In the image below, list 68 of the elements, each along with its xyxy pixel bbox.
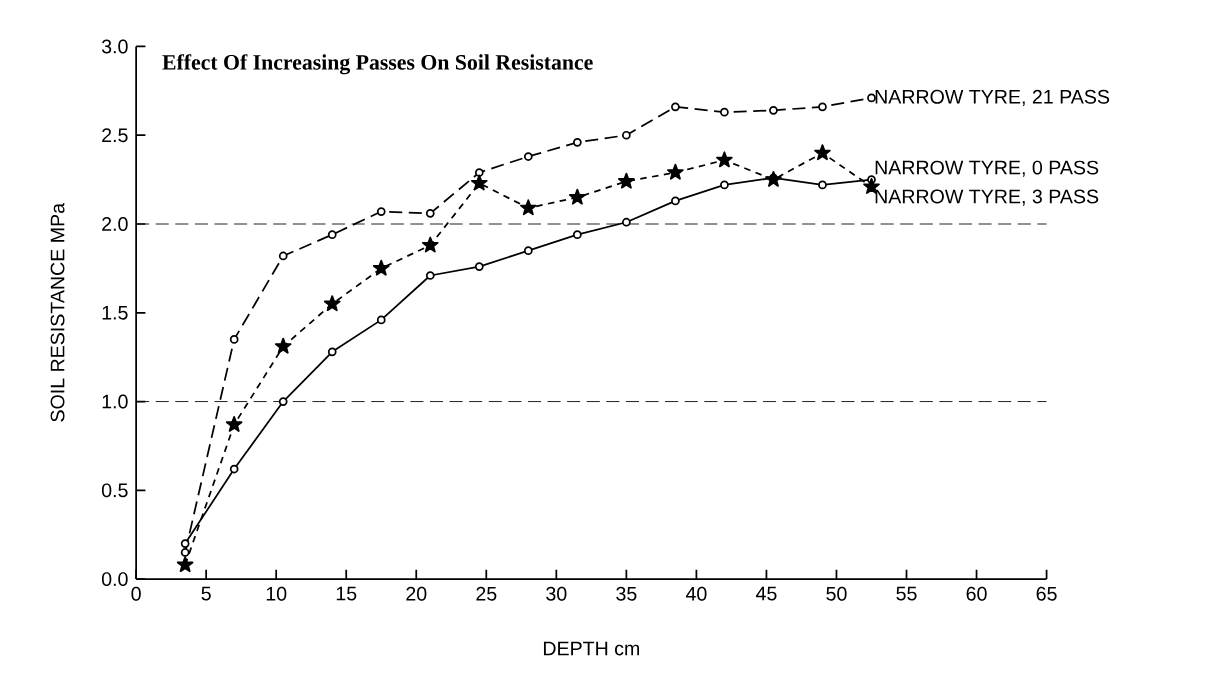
x-tick-label: 0 <box>131 586 141 601</box>
series-label: NARROW TYRE, 0 PASS <box>875 160 1099 177</box>
x-axis-title: DEPTH cm <box>543 641 640 656</box>
y-tick-label: 0.0 <box>101 572 128 587</box>
point <box>716 151 733 168</box>
point <box>274 337 292 354</box>
point <box>180 548 190 557</box>
point <box>278 251 288 261</box>
point <box>720 180 729 190</box>
point <box>769 106 778 115</box>
x-tick-label: 20 <box>406 586 427 601</box>
point <box>720 107 729 117</box>
point <box>376 207 386 217</box>
point <box>372 259 390 276</box>
point <box>327 347 337 357</box>
y-tick-label: 1.0 <box>102 394 128 409</box>
series-label: NARROW TYRE, 21 PASS <box>875 89 1110 107</box>
point <box>229 335 239 344</box>
x-tick-label: 40 <box>685 586 707 601</box>
point <box>765 171 782 187</box>
point <box>671 102 680 112</box>
point <box>622 217 631 227</box>
point <box>376 315 386 325</box>
point <box>425 271 435 280</box>
x-tick-label: 65 <box>1036 586 1057 601</box>
x-tick-label: 30 <box>546 586 567 601</box>
y-axis-title: SOIL RESISTANCE MPa <box>50 203 65 422</box>
point <box>225 416 243 432</box>
point <box>818 102 827 112</box>
point <box>425 209 435 218</box>
point <box>519 199 537 216</box>
point <box>667 163 684 180</box>
point <box>176 556 194 573</box>
point <box>421 236 439 253</box>
point <box>572 230 582 240</box>
x-tick-label: 45 <box>755 586 777 601</box>
point <box>671 196 680 206</box>
point <box>323 295 341 312</box>
point <box>622 130 631 140</box>
x-tick-label: 5 <box>201 586 211 601</box>
x-tick-label: 60 <box>966 586 987 601</box>
point <box>618 172 635 189</box>
x-tick-label: 15 <box>336 586 357 601</box>
point <box>818 180 827 190</box>
y-tick-label: 0.5 <box>101 483 128 498</box>
point <box>229 464 239 474</box>
x-tick-label: 35 <box>616 586 637 601</box>
point <box>814 144 831 161</box>
x-tick-label: 25 <box>476 586 497 601</box>
point <box>327 230 337 240</box>
point <box>572 138 582 147</box>
y-tick-label: 3.0 <box>101 39 128 54</box>
y-tick-label: 1.5 <box>102 306 128 320</box>
point <box>523 152 533 161</box>
point <box>474 262 484 272</box>
point <box>523 246 533 256</box>
point <box>470 174 488 191</box>
point <box>278 397 288 407</box>
point <box>474 168 484 177</box>
series-label: NARROW TYRE, 3 PASS <box>875 189 1099 206</box>
point <box>180 539 190 549</box>
chart-title: Effect Of Increasing Passes On Soil Resistance <box>162 54 593 75</box>
point <box>569 188 586 205</box>
x-tick-label: 55 <box>896 586 917 601</box>
y-tick-label: 2.5 <box>102 128 128 143</box>
y-tick-label: 2.0 <box>102 217 128 232</box>
x-tick-label: 50 <box>826 586 847 601</box>
x-tick-label: 10 <box>266 586 287 601</box>
